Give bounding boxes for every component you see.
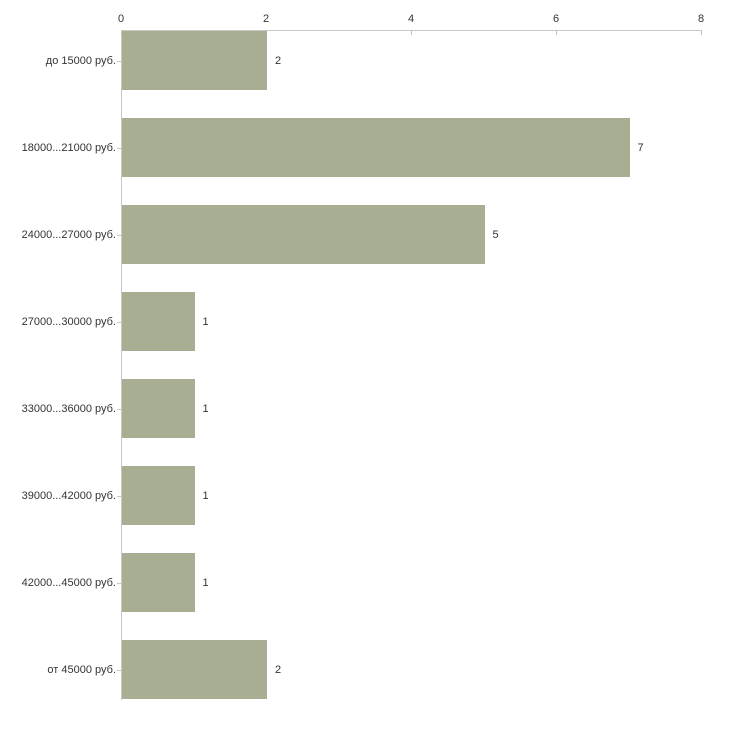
bar xyxy=(122,553,195,612)
value-label: 5 xyxy=(492,229,499,241)
bar xyxy=(122,292,195,351)
category-label: 18000...21000 руб. xyxy=(21,142,116,154)
value-label: 2 xyxy=(275,664,282,676)
x-tick-mark xyxy=(411,31,412,35)
y-tick-mark xyxy=(117,583,121,584)
y-axis-line xyxy=(121,30,122,700)
category-label: 24000...27000 руб. xyxy=(21,229,116,241)
y-tick-mark xyxy=(117,409,121,410)
y-tick-mark xyxy=(117,61,121,62)
x-tick-mark xyxy=(121,31,122,35)
value-label: 2 xyxy=(275,55,282,67)
bar xyxy=(122,466,195,525)
y-tick-mark xyxy=(117,496,121,497)
category-label: от 45000 руб. xyxy=(47,664,116,676)
bar xyxy=(122,640,267,699)
value-label: 1 xyxy=(202,577,209,589)
value-label: 1 xyxy=(202,316,209,328)
bar xyxy=(122,205,485,264)
x-tick-mark xyxy=(556,31,557,35)
value-label: 1 xyxy=(202,490,209,502)
x-tick-label: 6 xyxy=(552,13,560,25)
value-label: 1 xyxy=(202,403,209,415)
bar xyxy=(122,118,630,177)
y-tick-mark xyxy=(117,322,121,323)
x-axis-line xyxy=(121,30,702,31)
x-tick-label: 0 xyxy=(117,13,125,25)
category-label: 33000...36000 руб. xyxy=(21,403,116,415)
value-label: 7 xyxy=(637,142,644,154)
y-tick-mark xyxy=(117,235,121,236)
x-tick-mark xyxy=(701,31,702,35)
y-tick-mark xyxy=(117,148,121,149)
category-label: 27000...30000 руб. xyxy=(21,316,116,328)
bar xyxy=(122,379,195,438)
bar xyxy=(122,31,267,90)
category-label: 39000...42000 руб. xyxy=(21,490,116,502)
y-tick-mark xyxy=(117,670,121,671)
x-tick-label: 8 xyxy=(697,13,705,25)
x-tick-label: 4 xyxy=(407,13,415,25)
x-tick-label: 2 xyxy=(262,13,270,25)
category-label: 42000...45000 руб. xyxy=(21,577,116,589)
category-label: до 15000 руб. xyxy=(45,55,116,67)
